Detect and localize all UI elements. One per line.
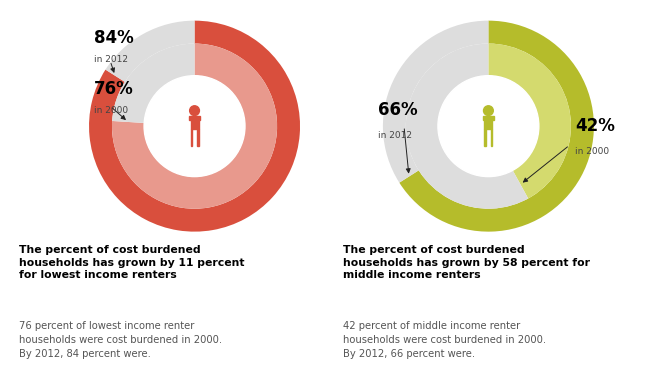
Text: The percent of cost burdened
households has grown by 11 percent
for lowest incom: The percent of cost burdened households … [19,245,245,280]
Wedge shape [112,43,195,123]
Wedge shape [112,43,277,209]
Circle shape [438,76,539,177]
Text: 76%: 76% [94,80,134,98]
Wedge shape [106,21,195,82]
Wedge shape [488,43,571,198]
Text: in 2000: in 2000 [575,147,609,156]
Text: 76 percent of lowest income renter
households were cost burdened in 2000.
By 201: 76 percent of lowest income renter house… [19,321,222,359]
Polygon shape [490,129,492,146]
Text: in 2012: in 2012 [94,55,128,65]
Polygon shape [197,129,199,146]
Text: 66%: 66% [378,101,417,119]
Text: in 2000: in 2000 [94,106,129,115]
Text: in 2012: in 2012 [378,131,412,140]
Circle shape [144,76,245,177]
Circle shape [189,106,199,115]
Polygon shape [191,129,192,146]
Wedge shape [89,21,300,232]
Text: The percent of cost burdened
households has grown by 58 percent for
middle incom: The percent of cost burdened households … [343,245,590,280]
Circle shape [484,106,493,115]
Text: 42%: 42% [575,116,614,135]
Text: 84%: 84% [94,29,134,47]
Wedge shape [399,21,594,232]
Polygon shape [482,116,494,129]
Wedge shape [406,43,528,209]
Polygon shape [484,129,486,146]
Polygon shape [189,116,200,129]
Text: 42 percent of middle income renter
households were cost burdened in 2000.
By 201: 42 percent of middle income renter house… [343,321,546,359]
Wedge shape [383,21,488,183]
